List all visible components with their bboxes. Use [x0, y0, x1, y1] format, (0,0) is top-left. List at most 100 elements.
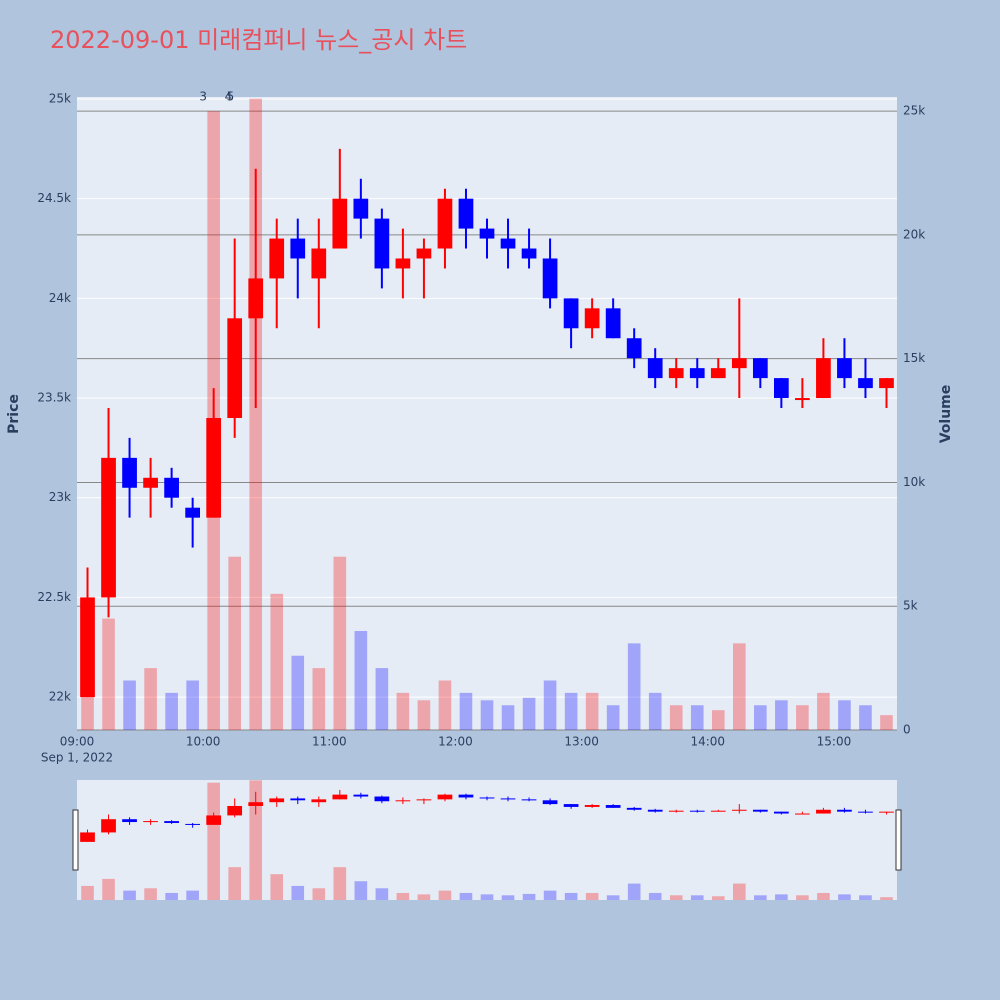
volume-bar	[606, 705, 620, 730]
slider-handle[interactable]	[72, 809, 79, 871]
slider-candle-body	[458, 794, 474, 798]
candle-body	[101, 457, 116, 598]
volume-bar	[754, 705, 767, 730]
y2-axis-label: Volume	[938, 385, 954, 444]
slider-candle-body	[479, 797, 495, 799]
slider-volume-bar	[648, 892, 662, 900]
slider-volume-bar	[880, 897, 893, 900]
volume-bar	[564, 692, 578, 730]
candle-body	[858, 378, 873, 389]
slider-candle-body	[416, 799, 432, 801]
slider-candle-body	[500, 798, 516, 800]
slider-volume-bar	[543, 890, 557, 900]
volume-bar	[480, 700, 494, 730]
candle-body	[647, 358, 663, 379]
candle-body	[626, 338, 642, 359]
slider-candle-body	[752, 809, 768, 812]
volume-bar	[438, 680, 452, 730]
slider-candle-body	[248, 802, 264, 806]
slider-volume-bar	[165, 892, 178, 900]
candle-body	[668, 368, 684, 379]
slider-volume-bar	[396, 892, 410, 900]
volume-bar	[880, 715, 893, 730]
y-tick-label: 23k	[49, 490, 71, 504]
candle-body	[269, 238, 285, 279]
candle-body	[458, 198, 474, 229]
x-tick-label: 09:00	[60, 735, 95, 749]
slider-volume-bar	[123, 890, 136, 900]
volume-bar	[165, 692, 178, 730]
candle-body	[752, 358, 768, 379]
slider-candle-body	[563, 804, 579, 807]
x-tick-label: 14:00	[690, 735, 725, 749]
candle-body	[774, 378, 789, 399]
x-tick-label: 15:00	[817, 735, 852, 749]
slider-candle-body	[353, 794, 369, 797]
y-tick-label: 23.5k	[37, 391, 71, 405]
slider-volume-bar	[312, 888, 326, 900]
slider-volume-bar	[270, 874, 284, 900]
y2-tick-label: 10k	[903, 475, 925, 489]
y-tick-label: 22.5k	[37, 590, 71, 604]
slider-volume-bar	[186, 890, 199, 900]
slider-candle-body	[774, 811, 789, 814]
y-tick-label: 25k	[49, 91, 71, 105]
annotation: 5	[227, 90, 235, 104]
slider-handle[interactable]	[895, 809, 902, 871]
y-tick-label: 24.5k	[37, 191, 71, 205]
chart-title: 2022-09-01 미래컴퍼니 뉴스_공시 차트	[50, 26, 467, 54]
volume-bar	[711, 710, 725, 730]
candle-body	[374, 218, 390, 269]
slider-volume-bar	[333, 867, 347, 900]
candle-body	[143, 477, 158, 488]
slider-volume-bar	[817, 892, 830, 900]
slider-candle-body	[437, 794, 453, 800]
candle-body	[395, 258, 411, 269]
candle-body	[437, 198, 453, 249]
slider-candle-body	[206, 815, 222, 825]
slider-candle-body	[374, 796, 390, 802]
slider-volume-bar	[291, 885, 305, 900]
volume-bar	[648, 692, 662, 730]
volume-bar	[690, 705, 704, 730]
slider-volume-bar	[102, 878, 115, 900]
slider-volume-bar	[606, 895, 620, 900]
slider-volume-bar	[207, 782, 220, 900]
slider-volume-bar	[459, 892, 473, 900]
x-tick-label: 13:00	[564, 735, 599, 749]
candle-body	[542, 258, 558, 299]
slider-volume-bar	[81, 885, 94, 900]
volume-bar	[396, 692, 410, 730]
volume-bar	[417, 700, 431, 730]
candle-body	[311, 248, 327, 279]
slider-volume-bar	[564, 892, 578, 900]
volume-bar	[585, 692, 599, 730]
slider-volume-bar	[417, 894, 431, 900]
slider-volume-bar	[144, 888, 157, 900]
slider-candle-body	[185, 823, 200, 825]
candle-body	[80, 597, 95, 698]
candle-body	[479, 228, 495, 239]
slider-volume-bar	[354, 881, 368, 900]
volume-bar	[144, 668, 157, 730]
y2-tick-label: 5k	[903, 599, 918, 613]
slider-volume-bar	[754, 895, 767, 900]
slider-volume-bar	[838, 894, 851, 900]
slider-candle-body	[795, 813, 810, 815]
candle-body	[500, 238, 516, 249]
plot-area	[77, 97, 897, 730]
slider-volume-bar	[690, 895, 704, 900]
slider-volume-bar	[627, 883, 641, 900]
slider-candle-body	[584, 805, 600, 807]
volume-bar	[270, 593, 284, 730]
volume-bar	[775, 700, 788, 730]
slider-volume-bar	[796, 895, 809, 900]
candle-body	[290, 238, 306, 259]
annotation: 3	[199, 90, 207, 104]
slider-candle-body	[542, 800, 558, 805]
slider-candle-body	[710, 810, 726, 812]
y-tick-label: 22k	[49, 690, 71, 704]
slider-candle-body	[731, 809, 747, 811]
x-tick-label: 11:00	[312, 735, 347, 749]
slider-volume-bar	[585, 892, 599, 900]
